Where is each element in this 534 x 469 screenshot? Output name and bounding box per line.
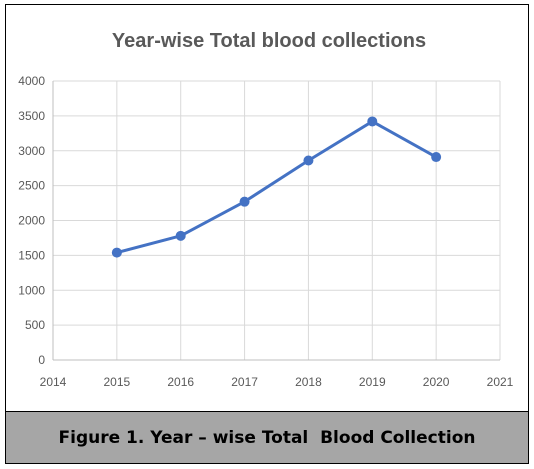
y-tick-label: 2000 [18, 214, 45, 228]
y-tick-label: 1500 [18, 248, 45, 262]
data-point [303, 155, 314, 166]
chart-area: Year-wise Total blood collections 0 500 10… [6, 5, 528, 411]
x-tick-label: 2021 [487, 375, 514, 389]
axes [52, 81, 500, 361]
figure-frame: Year-wise Total blood collections 0 500 10… [5, 4, 529, 464]
chart-title: Year-wise Total blood collections [112, 30, 426, 52]
data-point [431, 152, 442, 163]
series-line [116, 119, 437, 255]
y-tick-label: 1000 [18, 283, 45, 297]
caption-bar: Figure 1. Year – wise Total Blood Collec… [6, 411, 528, 463]
data-point [239, 196, 250, 207]
y-tick-label: 4000 [18, 74, 45, 88]
figure-caption: Figure 1. Year – wise Total Blood Collec… [58, 427, 476, 448]
y-tick-label: 3500 [18, 109, 45, 123]
y-tick-labels: 0 500 1000 1500 2000 2500 3000 3500 4000 [18, 74, 45, 367]
x-tick-label: 2016 [167, 375, 194, 389]
y-tick-label: 2500 [18, 179, 45, 193]
y-tick-label: 500 [25, 318, 45, 332]
line-chart: Year-wise Total blood collections 0 500 10… [18, 30, 514, 389]
x-tick-labels: 2014 2015 2016 2017 2018 2019 2020 2021 [40, 375, 514, 389]
data-point [111, 247, 122, 258]
y-tick-label: 0 [38, 353, 45, 367]
series-layer [111, 116, 442, 258]
x-tick-label: 2017 [231, 375, 258, 389]
y-tick-label: 3000 [18, 144, 45, 158]
x-tick-label: 2018 [295, 375, 322, 389]
x-tick-label: 2019 [359, 375, 386, 389]
data-point [367, 116, 378, 127]
x-tick-label: 2014 [40, 375, 67, 389]
x-tick-label: 2020 [423, 375, 450, 389]
gridlines [53, 80, 501, 360]
data-point [175, 230, 186, 241]
x-tick-label: 2015 [104, 375, 131, 389]
